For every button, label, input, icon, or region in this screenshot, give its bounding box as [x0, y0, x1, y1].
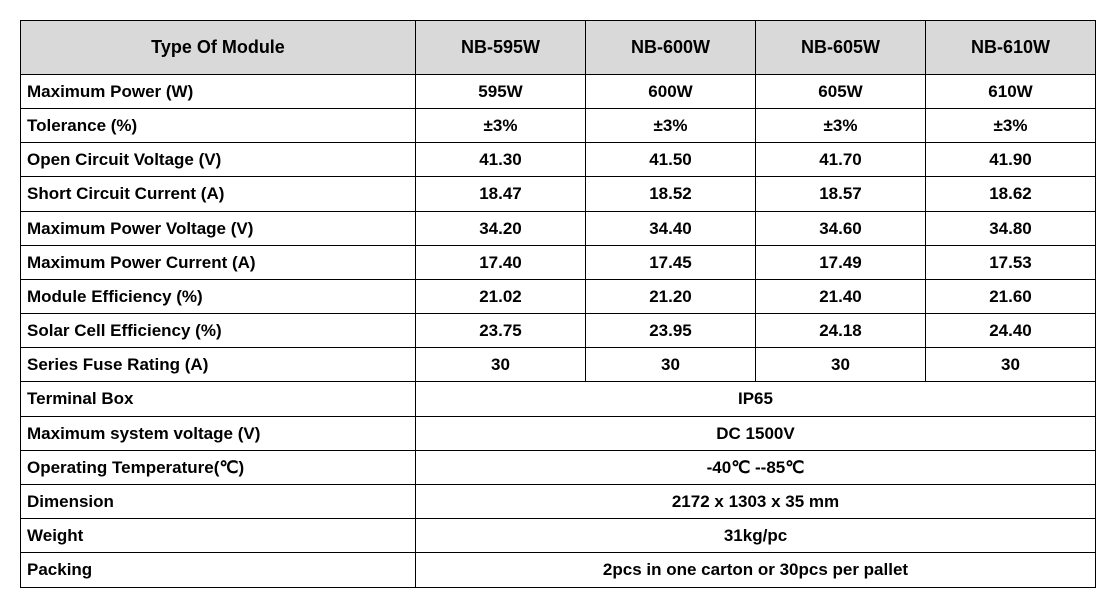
- merged-cell-value: 31kg/pc: [416, 519, 1096, 553]
- table-row: Dimension2172 x 1303 x 35 mm: [21, 485, 1096, 519]
- table-row: Module Efficiency (%)21.0221.2021.4021.6…: [21, 279, 1096, 313]
- cell-value: 30: [926, 348, 1096, 382]
- cell-value: 595W: [416, 74, 586, 108]
- table-row: Solar Cell Efficiency (%)23.7523.9524.18…: [21, 314, 1096, 348]
- cell-value: 41.50: [586, 143, 756, 177]
- cell-value: 41.30: [416, 143, 586, 177]
- row-label: Terminal Box: [21, 382, 416, 416]
- cell-value: 610W: [926, 74, 1096, 108]
- table-row: Terminal BoxIP65: [21, 382, 1096, 416]
- cell-value: 34.60: [756, 211, 926, 245]
- cell-value: 17.45: [586, 245, 756, 279]
- cell-value: 24.18: [756, 314, 926, 348]
- cell-value: ±3%: [756, 108, 926, 142]
- row-label: Open Circuit Voltage (V): [21, 143, 416, 177]
- row-label: Maximum system voltage (V): [21, 416, 416, 450]
- row-label: Series Fuse Rating (A): [21, 348, 416, 382]
- col-header-nb605: NB-605W: [756, 21, 926, 75]
- merged-cell-value: 2172 x 1303 x 35 mm: [416, 485, 1096, 519]
- col-header-nb600: NB-600W: [586, 21, 756, 75]
- spec-table: Type Of Module NB-595W NB-600W NB-605W N…: [20, 20, 1096, 588]
- merged-cell-value: -40℃ --85℃: [416, 450, 1096, 484]
- cell-value: 600W: [586, 74, 756, 108]
- row-label: Dimension: [21, 485, 416, 519]
- cell-value: ±3%: [586, 108, 756, 142]
- merged-cell-value: DC 1500V: [416, 416, 1096, 450]
- cell-value: ±3%: [926, 108, 1096, 142]
- row-label: Maximum Power Current (A): [21, 245, 416, 279]
- merged-cell-value: IP65: [416, 382, 1096, 416]
- row-label: Solar Cell Efficiency (%): [21, 314, 416, 348]
- cell-value: 30: [586, 348, 756, 382]
- cell-value: 30: [756, 348, 926, 382]
- row-label: Weight: [21, 519, 416, 553]
- cell-value: 34.80: [926, 211, 1096, 245]
- table-row: Tolerance (%)±3%±3%±3%±3%: [21, 108, 1096, 142]
- row-label: Short Circuit Current (A): [21, 177, 416, 211]
- cell-value: 18.62: [926, 177, 1096, 211]
- merged-cell-value: 2pcs in one carton or 30pcs per pallet: [416, 553, 1096, 587]
- cell-value: 17.49: [756, 245, 926, 279]
- cell-value: 21.20: [586, 279, 756, 313]
- table-row: Open Circuit Voltage (V)41.3041.5041.704…: [21, 143, 1096, 177]
- cell-value: 18.57: [756, 177, 926, 211]
- table-row: Maximum system voltage (V)DC 1500V: [21, 416, 1096, 450]
- row-label: Maximum Power Voltage (V): [21, 211, 416, 245]
- cell-value: ±3%: [416, 108, 586, 142]
- row-label: Operating Temperature(℃): [21, 450, 416, 484]
- table-row: Operating Temperature(℃)-40℃ --85℃: [21, 450, 1096, 484]
- table-row: Maximum Power Current (A)17.4017.4517.49…: [21, 245, 1096, 279]
- cell-value: 23.95: [586, 314, 756, 348]
- cell-value: 18.47: [416, 177, 586, 211]
- cell-value: 21.40: [756, 279, 926, 313]
- row-label: Packing: [21, 553, 416, 587]
- cell-value: 24.40: [926, 314, 1096, 348]
- col-header-nb595: NB-595W: [416, 21, 586, 75]
- table-row: Packing2pcs in one carton or 30pcs per p…: [21, 553, 1096, 587]
- row-label: Module Efficiency (%): [21, 279, 416, 313]
- table-body: Maximum Power (W)595W600W605W610WToleran…: [21, 74, 1096, 587]
- col-header-nb610: NB-610W: [926, 21, 1096, 75]
- cell-value: 21.02: [416, 279, 586, 313]
- row-label: Tolerance (%): [21, 108, 416, 142]
- table-row: Maximum Power Voltage (V)34.2034.4034.60…: [21, 211, 1096, 245]
- cell-value: 17.53: [926, 245, 1096, 279]
- cell-value: 21.60: [926, 279, 1096, 313]
- table-row: Maximum Power (W)595W600W605W610W: [21, 74, 1096, 108]
- cell-value: 18.52: [586, 177, 756, 211]
- table-row: Weight31kg/pc: [21, 519, 1096, 553]
- table-row: Short Circuit Current (A)18.4718.5218.57…: [21, 177, 1096, 211]
- cell-value: 34.40: [586, 211, 756, 245]
- cell-value: 23.75: [416, 314, 586, 348]
- table-row: Series Fuse Rating (A)30303030: [21, 348, 1096, 382]
- cell-value: 41.90: [926, 143, 1096, 177]
- cell-value: 30: [416, 348, 586, 382]
- cell-value: 41.70: [756, 143, 926, 177]
- table-header-row: Type Of Module NB-595W NB-600W NB-605W N…: [21, 21, 1096, 75]
- cell-value: 17.40: [416, 245, 586, 279]
- col-header-type: Type Of Module: [21, 21, 416, 75]
- cell-value: 605W: [756, 74, 926, 108]
- cell-value: 34.20: [416, 211, 586, 245]
- row-label: Maximum Power (W): [21, 74, 416, 108]
